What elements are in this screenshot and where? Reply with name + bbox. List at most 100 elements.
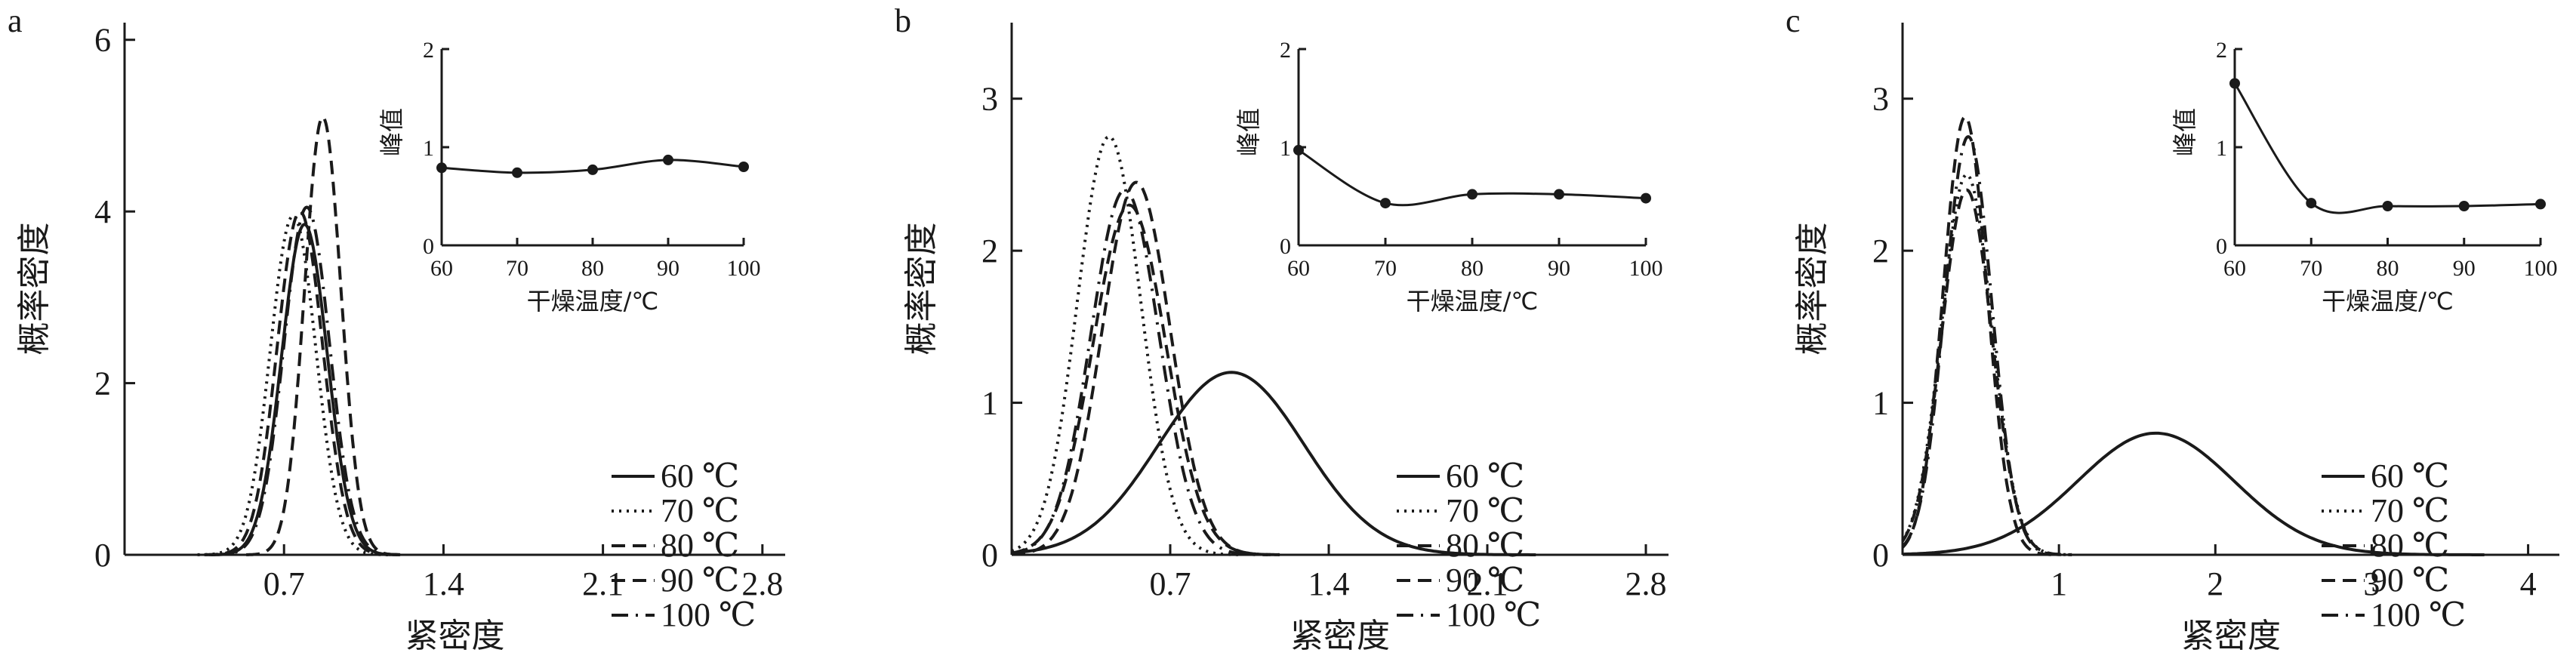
density-curve-c-4	[1901, 135, 2067, 556]
panel-label-c: c	[1786, 2, 1801, 39]
density-curve-b-1	[1011, 135, 1243, 556]
inset-y-axis-label-b: 峰值	[1234, 108, 1263, 156]
inset-x-tick-label-c: 80	[2377, 256, 2399, 281]
inset-point-c-0	[2229, 78, 2240, 89]
y-tick-label-b: 2	[981, 232, 998, 269]
x-tick-label-a: 2.8	[741, 565, 783, 602]
inset-x-tick-label-b: 100	[1629, 256, 1663, 281]
inset-point-c-3	[2458, 201, 2470, 211]
inset-point-c-2	[2382, 201, 2393, 211]
density-curve-b-3	[1011, 180, 1279, 556]
x-axis-label-b: 紧密度	[1290, 617, 1390, 655]
inset-y-axis-label-a: 峰值	[377, 108, 406, 156]
inset-y-tick-label-b: 1	[1280, 136, 1291, 161]
density-curve-c-0	[1902, 431, 2485, 556]
y-tick-label-b: 3	[981, 81, 998, 118]
x-tick-label-a: 0.7	[263, 565, 305, 602]
inset-y-tick-label-c: 2	[2216, 38, 2227, 63]
y-axis-label-a: 概率密度	[15, 223, 54, 356]
density-curve-c-3	[1901, 115, 2057, 556]
legend-label-a-3: 90 ℃	[661, 562, 739, 599]
legend-label-a-1: 70 ℃	[661, 492, 739, 529]
x-tick-label-b: 0.7	[1150, 565, 1191, 602]
inset-x-tick-label-b: 60	[1287, 256, 1310, 281]
inset-y-tick-label-a: 1	[423, 136, 434, 161]
y-tick-label-b: 1	[981, 385, 998, 422]
density-curve-b-2	[1011, 203, 1282, 556]
inset-line-c	[2233, 82, 2541, 214]
y-tick-label-c: 3	[1872, 81, 1889, 118]
inset-point-a-1	[512, 167, 522, 178]
x-tick-label-a: 2.1	[582, 565, 624, 602]
legend-label-c-3: 90 ℃	[2371, 562, 2449, 599]
inset-y-tick-label-a: 2	[423, 38, 434, 63]
inset-y-tick-label-b: 2	[1280, 38, 1291, 63]
x-tick-label-b: 1.4	[1308, 565, 1350, 602]
inset-point-c-1	[2306, 198, 2317, 209]
legend-label-c-2: 80 ℃	[2371, 527, 2449, 564]
legend-label-c-1: 70 ℃	[2371, 492, 2449, 529]
y-tick-label-b: 0	[981, 537, 998, 574]
legend-label-b-2: 80 ℃	[1446, 527, 1524, 564]
inset-point-a-0	[436, 162, 447, 174]
y-tick-label-c: 2	[1872, 232, 1889, 269]
inset-y-tick-label-b: 0	[1280, 234, 1291, 259]
density-curve-a-2	[204, 210, 396, 556]
x-axis-label-a: 紧密度	[405, 617, 505, 655]
inset-y-tick-label-c: 1	[2216, 136, 2227, 161]
density-curve-a-0	[208, 223, 401, 556]
inset-point-b-2	[1467, 189, 1478, 200]
x-tick-label-c: 3	[2363, 565, 2380, 602]
density-curve-c-1	[1901, 173, 2072, 556]
inset-y-tick-label-a: 0	[423, 234, 434, 259]
legend-label-a-2: 80 ℃	[661, 527, 739, 564]
x-tick-label-b: 2.8	[1625, 565, 1667, 602]
inset-point-a-2	[587, 164, 598, 175]
inset-x-tick-label-a: 60	[430, 256, 453, 281]
x-tick-label-b: 2.1	[1467, 565, 1508, 602]
density-curve-a-4	[211, 205, 403, 556]
panel-label-a: a	[8, 2, 23, 39]
legend-label-c-0: 60 ℃	[2371, 457, 2449, 494]
inset-point-b-4	[1641, 192, 1651, 204]
inset-x-tick-label-b: 70	[1374, 256, 1397, 281]
density-curve-b-4	[1011, 188, 1268, 556]
legend-label-b-4: 100 ℃	[1446, 596, 1541, 633]
inset-point-c-4	[2535, 199, 2546, 210]
legend-label-b-1: 70 ℃	[1446, 492, 1524, 529]
inset-point-b-3	[1554, 189, 1564, 200]
density-curve-c-2	[1901, 188, 2072, 556]
inset-x-tick-label-c: 100	[2524, 256, 2558, 281]
inset-x-tick-label-c: 90	[2453, 256, 2476, 281]
inset-y-tick-label-c: 0	[2216, 234, 2227, 259]
y-axis-label-b: 概率密度	[902, 223, 941, 356]
legend-label-a-4: 100 ℃	[661, 596, 756, 633]
panel-label-b: b	[895, 2, 911, 39]
inset-x-tick-label-c: 70	[2300, 256, 2322, 281]
y-tick-label-a: 2	[94, 365, 111, 402]
legend-label-b-0: 60 ℃	[1446, 457, 1524, 494]
inset-x-tick-label-a: 100	[727, 256, 761, 281]
y-tick-label-c: 0	[1872, 537, 1889, 574]
y-tick-label-a: 0	[94, 537, 111, 574]
x-tick-label-a: 1.4	[423, 565, 464, 602]
legend-label-b-3: 90 ℃	[1446, 562, 1524, 599]
inset-point-b-0	[1293, 144, 1304, 155]
density-curve-b-0	[1011, 371, 1536, 556]
density-curve-a-3	[246, 115, 399, 556]
inset-y-axis-label-c: 峰值	[2171, 108, 2199, 156]
x-axis-label-c: 紧密度	[2181, 617, 2281, 655]
inset-x-tick-label-b: 80	[1461, 256, 1484, 281]
x-tick-label-c: 1	[2051, 565, 2067, 602]
y-tick-label-a: 4	[94, 193, 111, 230]
legend-label-a-0: 60 ℃	[661, 457, 739, 494]
y-tick-label-a: 6	[94, 22, 111, 59]
inset-x-tick-label-b: 90	[1548, 256, 1570, 281]
inset-point-a-4	[738, 162, 749, 172]
inset-x-axis-label-b: 干燥温度/℃	[1407, 287, 1539, 316]
inset-point-b-1	[1380, 198, 1391, 209]
inset-x-tick-label-c: 60	[2223, 256, 2246, 281]
y-tick-label-c: 1	[1872, 385, 1889, 422]
inset-x-tick-label-a: 80	[581, 256, 604, 281]
x-tick-label-c: 2	[2207, 565, 2223, 602]
